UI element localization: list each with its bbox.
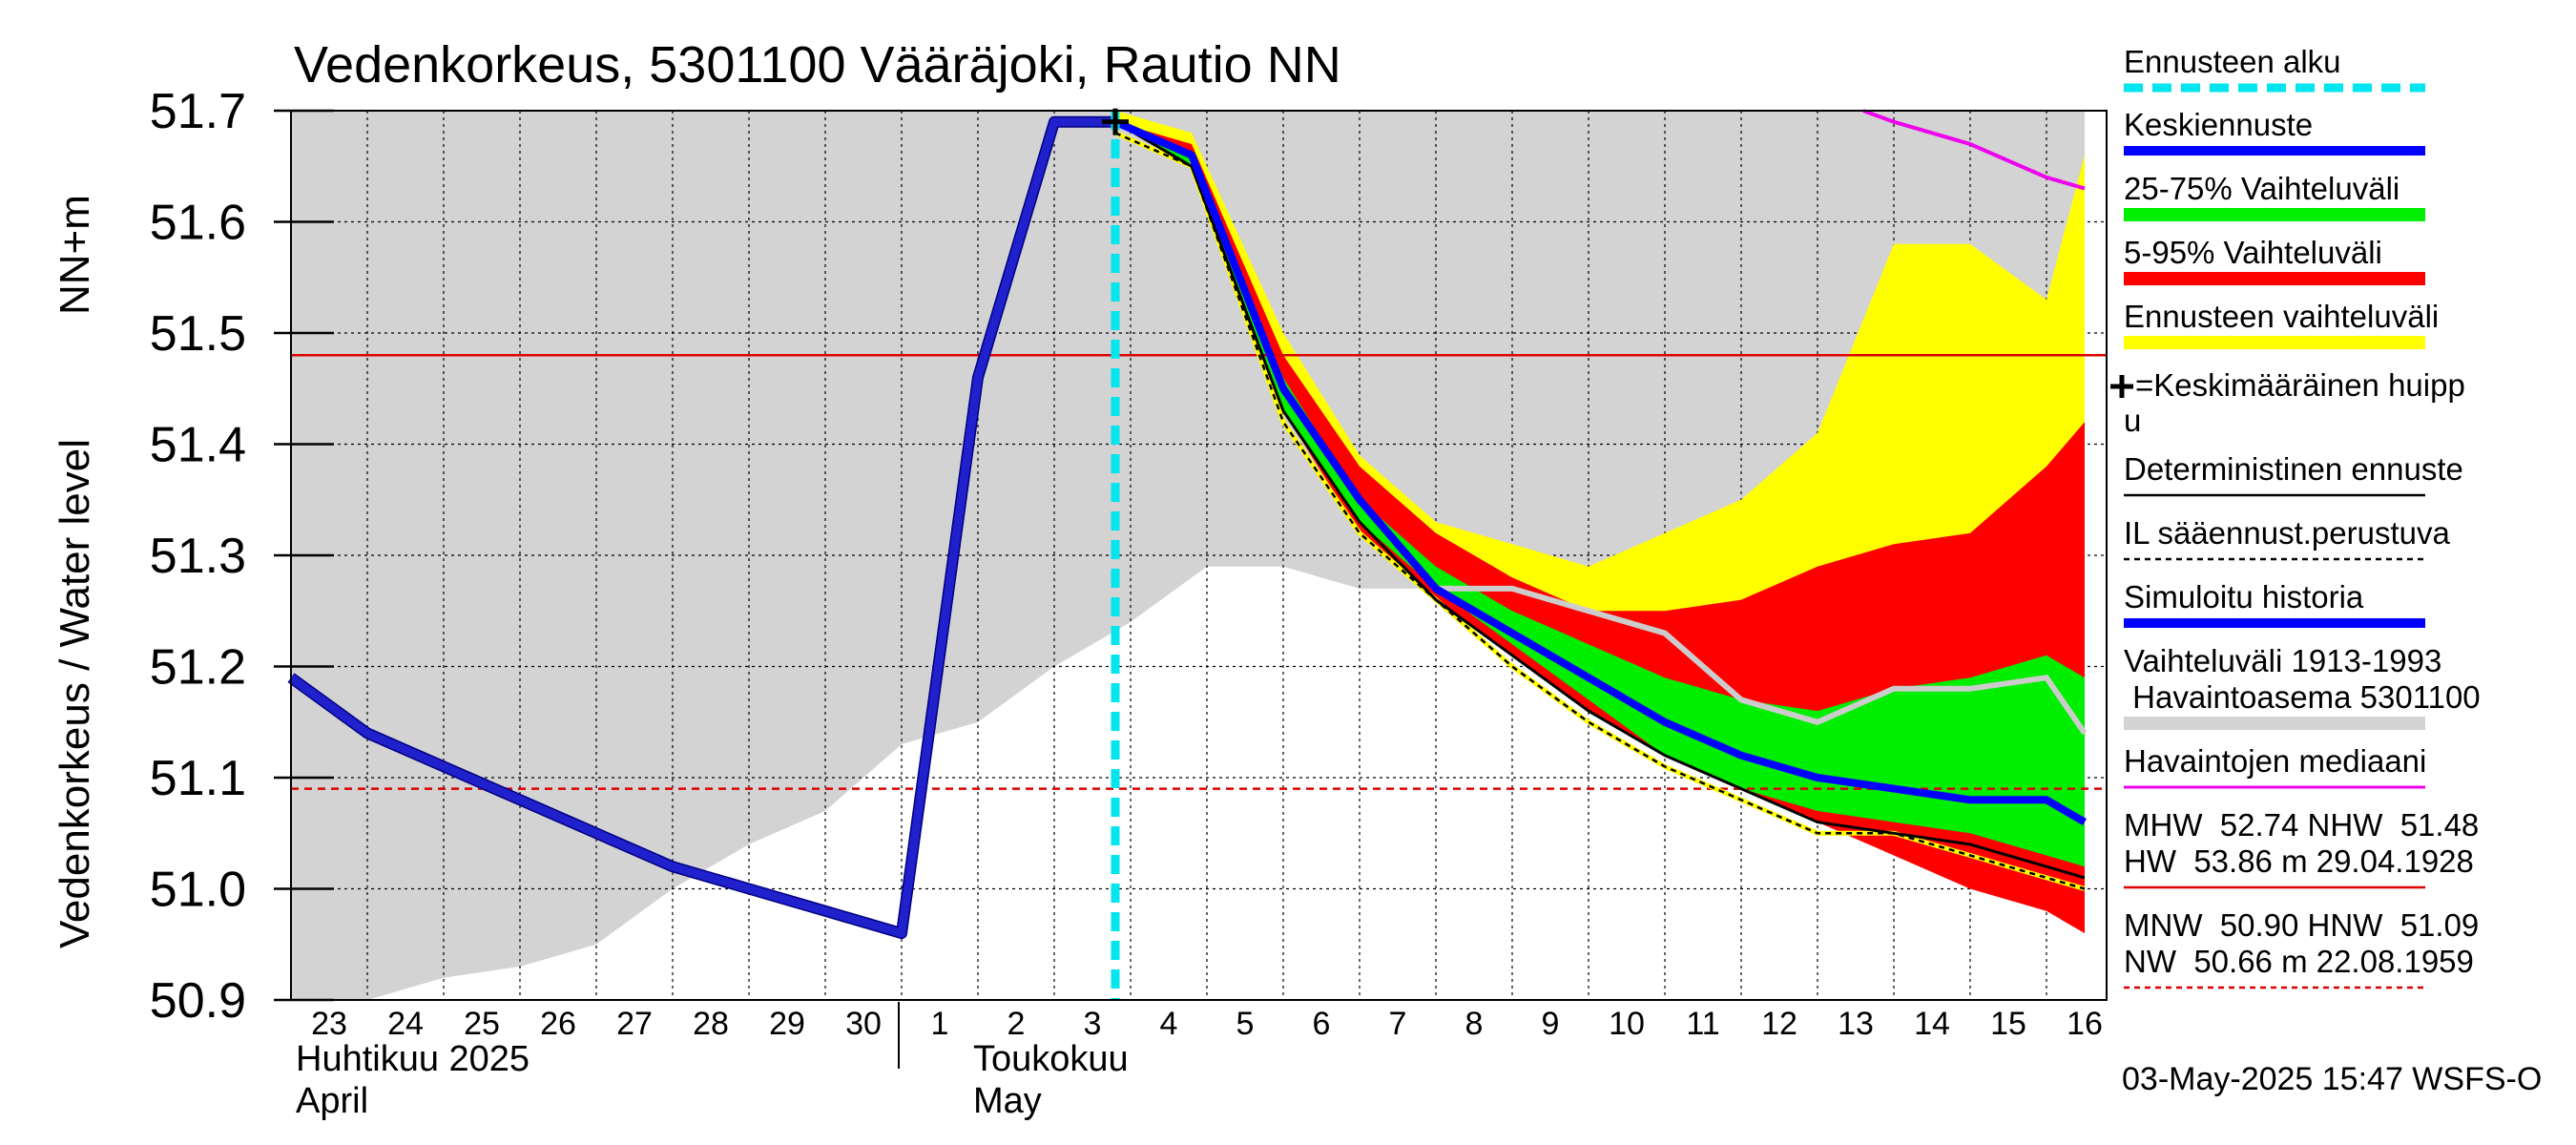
x-tick-label: 27	[616, 1006, 653, 1042]
legend-il-forecast-label: IL sääennust.perustuva	[2124, 515, 2450, 551]
x-tick-label: 1	[931, 1006, 949, 1042]
plot-area	[287, 108, 2108, 1001]
y-axis-unit: NN+m	[52, 195, 98, 315]
legend-mean-forecast-label: Keskiennuste	[2124, 107, 2313, 142]
legend-simulated-label: Simuloitu historia	[2124, 579, 2364, 614]
legend-obs-median-label: Havaintojen mediaani	[2124, 743, 2426, 779]
x-tick-label: 9	[1542, 1006, 1560, 1042]
legend-mean-peak-label: =Keskimääräinen huipp	[2135, 367, 2465, 403]
x-tick-label: 28	[693, 1006, 729, 1042]
x-tick-label: 11	[1686, 1006, 1719, 1042]
x-tick-label: 5	[1236, 1006, 1255, 1042]
legend-mean-peak-label-cont: u	[2124, 403, 2141, 438]
obs-history-line	[1436, 585, 2088, 736]
x-tick-label: 7	[1389, 1006, 1407, 1042]
x-tick-labels: 23 24 25 26 27 28 29 30 1 2 3 4 5 6 7 8 9 10 11 12 13 14 15 16	[311, 1006, 2103, 1042]
month2-fi: Toukokuu	[973, 1039, 1129, 1079]
legend-range-25-75-label: 25-75% Vaihteluväli	[2124, 171, 2399, 206]
x-tick-label: 24	[387, 1006, 424, 1042]
legend-hist-range-label: Vaihteluväli 1913-1993	[2124, 643, 2441, 678]
x-tick-label: 13	[1838, 1006, 1874, 1042]
y-tick-labels: 51.7 51.6 51.5 51.4 51.3 51.2 51.1 51.0 50.9	[150, 84, 334, 1029]
month1-fi: Huhtikuu 2025	[296, 1039, 530, 1079]
simulated-history-line	[288, 117, 1115, 938]
y-tick-label: 51.5	[150, 306, 246, 362]
month-labels: Huhtikuu 2025 April Toukokuu May	[296, 1002, 1129, 1121]
x-tick-label: 6	[1313, 1006, 1331, 1042]
x-tick-label: 29	[769, 1006, 805, 1042]
y-tick-label: 51.4	[150, 418, 246, 473]
y-tick-label: 51.3	[150, 529, 246, 584]
month1-en: April	[296, 1081, 368, 1121]
legend-forecast-start-label: Ennusteen alku	[2124, 44, 2341, 79]
y-tick-label: 51.2	[150, 640, 246, 696]
legend-hist-range-station: Havaintoasema 5301100	[2124, 679, 2481, 715]
legend-mhw-stats: MHW 52.74 NHW 51.48	[2124, 807, 2479, 843]
y-tick-label: 51.0	[150, 863, 246, 918]
footer-timestamp: 03-May-2025 15:47 WSFS-O	[2122, 1061, 2542, 1097]
x-tick-label: 16	[2067, 1006, 2103, 1042]
grid	[290, 111, 2107, 1000]
legend-mean-peak-marker	[2110, 375, 2133, 398]
x-tick-label: 25	[464, 1006, 500, 1042]
y-tick-label: 51.7	[150, 84, 246, 139]
x-tick-label: 23	[311, 1006, 347, 1042]
y-tick-label: 50.9	[150, 973, 246, 1029]
y-tick-label: 51.1	[150, 751, 246, 806]
mean-forecast-line	[1113, 118, 2088, 826]
x-tick-label: 26	[540, 1006, 576, 1042]
x-tick-label: 3	[1084, 1006, 1102, 1042]
x-tick-label: 10	[1609, 1006, 1645, 1042]
y-axis-title: Vedenkorkeus / Water level	[52, 439, 98, 948]
y-axis-label: Vedenkorkeus / Water level NN+m	[52, 195, 98, 948]
legend: Ennusteen alku Keskiennuste 25-75% Vaiht…	[2110, 44, 2481, 989]
deterministic-line	[1114, 120, 2086, 880]
il-forecast-line	[1114, 132, 2086, 890]
x-tick-label: 15	[1990, 1006, 2026, 1042]
x-tick-label: 12	[1761, 1006, 1797, 1042]
month2-en: May	[973, 1081, 1042, 1121]
x-tick-label: 8	[1465, 1006, 1484, 1042]
legend-hw-stats: HW 53.86 m 29.04.1928	[2124, 843, 2474, 879]
x-tick-label: 14	[1914, 1006, 1950, 1042]
legend-mnw-stats: MNW 50.90 HNW 51.09	[2124, 907, 2479, 943]
range-25-75-band	[1115, 121, 2085, 867]
obs-median-line	[1862, 109, 2086, 191]
legend-range-5-95-label: 5-95% Vaihteluväli	[2124, 235, 2382, 270]
legend-forecast-range-label: Ennusteen vaihteluväli	[2124, 299, 2439, 334]
x-tick-label: 2	[1008, 1006, 1026, 1042]
legend-deterministic-label: Deterministinen ennuste	[2124, 451, 2463, 487]
x-tick-label: 4	[1160, 1006, 1178, 1042]
mean-peak-marker	[1102, 108, 1129, 135]
chart-title: Vedenkorkeus, 5301100 Vääräjoki, Rautio …	[294, 36, 1341, 94]
x-tick-label: 30	[845, 1006, 882, 1042]
y-tick-label: 51.6	[150, 196, 246, 251]
legend-nw-stats: NW 50.66 m 22.08.1959	[2124, 944, 2474, 979]
